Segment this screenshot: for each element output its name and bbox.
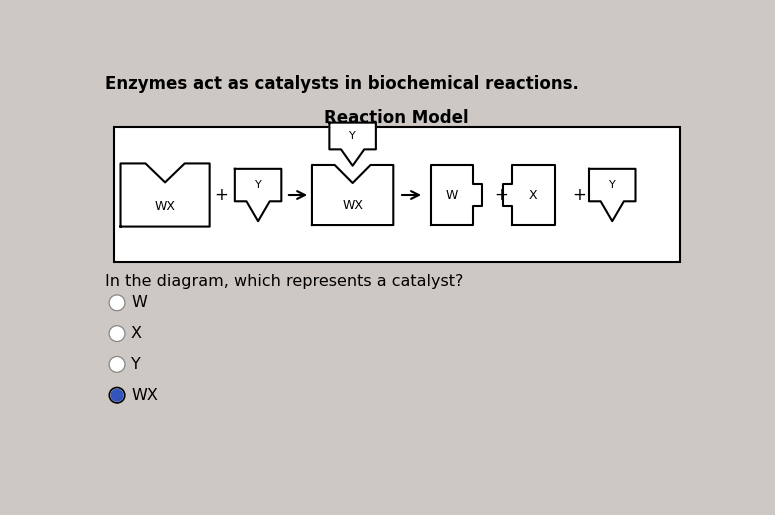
Text: Y: Y — [131, 357, 141, 372]
Text: +: + — [572, 186, 586, 204]
Text: Y: Y — [350, 131, 356, 141]
Polygon shape — [312, 165, 393, 225]
Circle shape — [110, 358, 124, 371]
Polygon shape — [235, 169, 281, 221]
Circle shape — [110, 296, 124, 310]
Text: In the diagram, which represents a catalyst?: In the diagram, which represents a catal… — [105, 273, 463, 288]
Text: X: X — [131, 326, 142, 341]
Text: +: + — [214, 186, 228, 204]
Polygon shape — [502, 165, 555, 225]
Text: Reaction Model: Reaction Model — [325, 109, 469, 127]
Text: Y: Y — [609, 180, 615, 190]
Polygon shape — [431, 165, 482, 225]
Circle shape — [110, 389, 124, 402]
Bar — [114, 127, 680, 262]
Text: X: X — [529, 188, 538, 201]
Text: WX: WX — [154, 199, 176, 213]
Circle shape — [110, 327, 124, 340]
Polygon shape — [589, 169, 636, 221]
Text: W: W — [446, 188, 458, 201]
Polygon shape — [329, 123, 376, 166]
Text: +: + — [494, 186, 508, 204]
Text: Y: Y — [255, 180, 261, 190]
Text: W: W — [131, 295, 146, 311]
Text: WX: WX — [342, 199, 363, 212]
Polygon shape — [121, 163, 209, 227]
Text: WX: WX — [131, 388, 158, 403]
Text: Enzymes act as catalysts in biochemical reactions.: Enzymes act as catalysts in biochemical … — [105, 75, 578, 93]
